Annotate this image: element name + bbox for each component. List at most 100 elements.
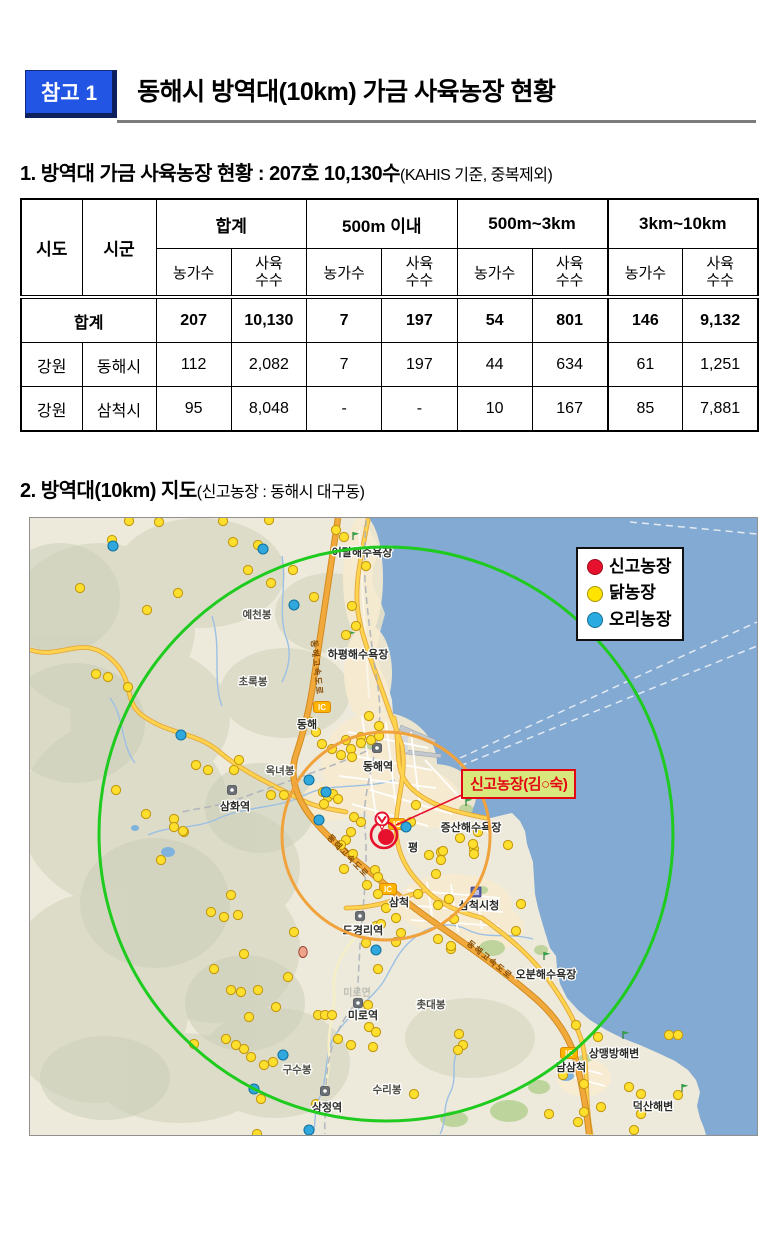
chicken-farm-dot (423, 849, 435, 861)
chicken-farm-dot (355, 737, 367, 749)
beach-flag-icon (622, 1031, 630, 1039)
col-header-sido: 시도 (20, 198, 83, 299)
chicken-farm-dot (168, 821, 180, 833)
chicken-farm-dot (230, 1039, 242, 1051)
map-label: 상맹방해변 (589, 1046, 640, 1060)
chicken-farm-dot (155, 854, 167, 866)
chicken-farm-dot (672, 1089, 684, 1101)
chicken-farm-dot (345, 826, 357, 838)
cell: 167 (531, 386, 609, 432)
chicken-farm-dot (263, 518, 275, 526)
page-title: 동해시 방역대(10km) 가금 사육농장 현황 (137, 78, 556, 106)
chicken-farm-dot (412, 888, 424, 900)
chicken-farm-dot (265, 577, 277, 589)
cell-sido: 강원 (20, 342, 83, 387)
chicken-farm-dot (332, 793, 344, 805)
legend-label: 닭농장 (609, 583, 656, 603)
chicken-farm-dot (362, 999, 374, 1011)
chicken-farm-dot (208, 963, 220, 975)
map-pin-icon (374, 811, 390, 832)
chicken-farm-dot (235, 986, 247, 998)
cell: 801 (531, 296, 609, 343)
chicken-farm-legend-dot (587, 585, 603, 602)
ferry-routes (459, 521, 757, 767)
chicken-farm-dot (335, 749, 347, 761)
beach-flag-icon (681, 1084, 689, 1092)
map-label: 하평해수욕장 (328, 647, 389, 661)
map-label: 삼화역 (220, 799, 250, 813)
chicken-farm-dot (225, 984, 237, 996)
map-label: 옥녀봉 (266, 764, 295, 777)
chicken-farm-dot (350, 620, 362, 632)
chicken-farm-dot (346, 751, 358, 763)
cell: 112 (155, 342, 232, 387)
legend-label: 신고농장 (609, 557, 672, 576)
col-group-500m-3km: 500m~3km (456, 198, 609, 249)
map-label: 구수봉 (283, 1064, 312, 1076)
train-station-icon (227, 785, 237, 795)
map-label: 동해 (297, 717, 317, 731)
chicken-farm-dot (453, 1028, 465, 1040)
legend-item-chicken: 닭농장 (587, 580, 672, 606)
farm-status-table: 시도 시군 합계 500m 이내 500m~3km 3km~10km 농가수 사… (20, 198, 760, 432)
chicken-farm-dot (332, 1033, 344, 1045)
map-label: 평 (408, 840, 418, 854)
chicken-farm-dot (308, 591, 320, 603)
chicken-farm-dot (310, 1098, 322, 1110)
chicken-farm-dot (338, 863, 350, 875)
map-label: 도경리역 (343, 923, 383, 937)
chicken-farm-dot (452, 1044, 464, 1056)
chicken-farm-dot (330, 524, 342, 536)
chicken-farm-dot (305, 716, 317, 728)
title-underline: 동해시 방역대(10km) 가금 사육농장 현황 (117, 70, 756, 123)
subheader-heads: 사육수수 (381, 248, 458, 299)
chicken-farm-dot (205, 906, 217, 918)
chicken-farm-dot (140, 808, 152, 820)
cell: 9,132 (682, 296, 759, 343)
chicken-farm-dot (255, 1093, 267, 1105)
terrain-ridges (30, 543, 315, 1120)
chicken-farm-dot (316, 738, 328, 750)
chicken-farm-dot (623, 1081, 635, 1093)
subheader-heads: 사육수수 (682, 248, 759, 299)
radius-10km-circle (97, 545, 675, 1123)
chicken-farm-dot (502, 839, 514, 851)
col-group-500m: 500m 이내 (306, 198, 458, 249)
cell: 2,082 (230, 342, 308, 387)
chicken-farm-dot (578, 1078, 590, 1090)
subheader-farms: 농가수 (456, 248, 533, 299)
chicken-farm-dot (122, 681, 134, 693)
city-streets (338, 529, 606, 1087)
chicken-farm-dot (242, 564, 254, 576)
cell: 197 (381, 296, 458, 343)
chicken-farm-dot (365, 734, 377, 746)
duck-farm-dot (303, 774, 315, 786)
cell-sigun: 삼척시 (81, 386, 157, 432)
chicken-farm-dot (635, 1088, 647, 1100)
chicken-farm-dot (595, 1101, 607, 1113)
farm-dots (74, 518, 684, 1135)
ic-badge-text: IC (384, 885, 392, 894)
chicken-farm-dot (437, 845, 449, 857)
cell: 8,048 (230, 386, 308, 432)
chicken-farm-dot (318, 798, 330, 810)
chicken-farm-dot (410, 799, 422, 811)
chicken-farm-dot (472, 826, 484, 838)
duck-farm-dot (277, 1049, 289, 1061)
map-label: 초록봉 (239, 675, 268, 688)
chicken-farm-dot (202, 764, 214, 776)
chicken-farm-dot (243, 1011, 255, 1023)
chicken-farm-dot (270, 1001, 282, 1013)
cell: - (305, 386, 383, 432)
chicken-farm-dot (430, 868, 442, 880)
chicken-farm-dot (367, 1041, 379, 1053)
chicken-farm-dot (467, 838, 479, 850)
chicken-farm-dot (238, 1043, 250, 1055)
cell: 146 (606, 296, 684, 343)
legend-item-reported: 신고농장 (587, 554, 672, 580)
cell: 1,251 (682, 342, 759, 387)
subheader-farms: 농가수 (155, 248, 232, 299)
chicken-farm-dot (123, 518, 135, 527)
map-label: 증산해수욕장 (441, 820, 502, 834)
duck-farm-dot (303, 1124, 315, 1135)
